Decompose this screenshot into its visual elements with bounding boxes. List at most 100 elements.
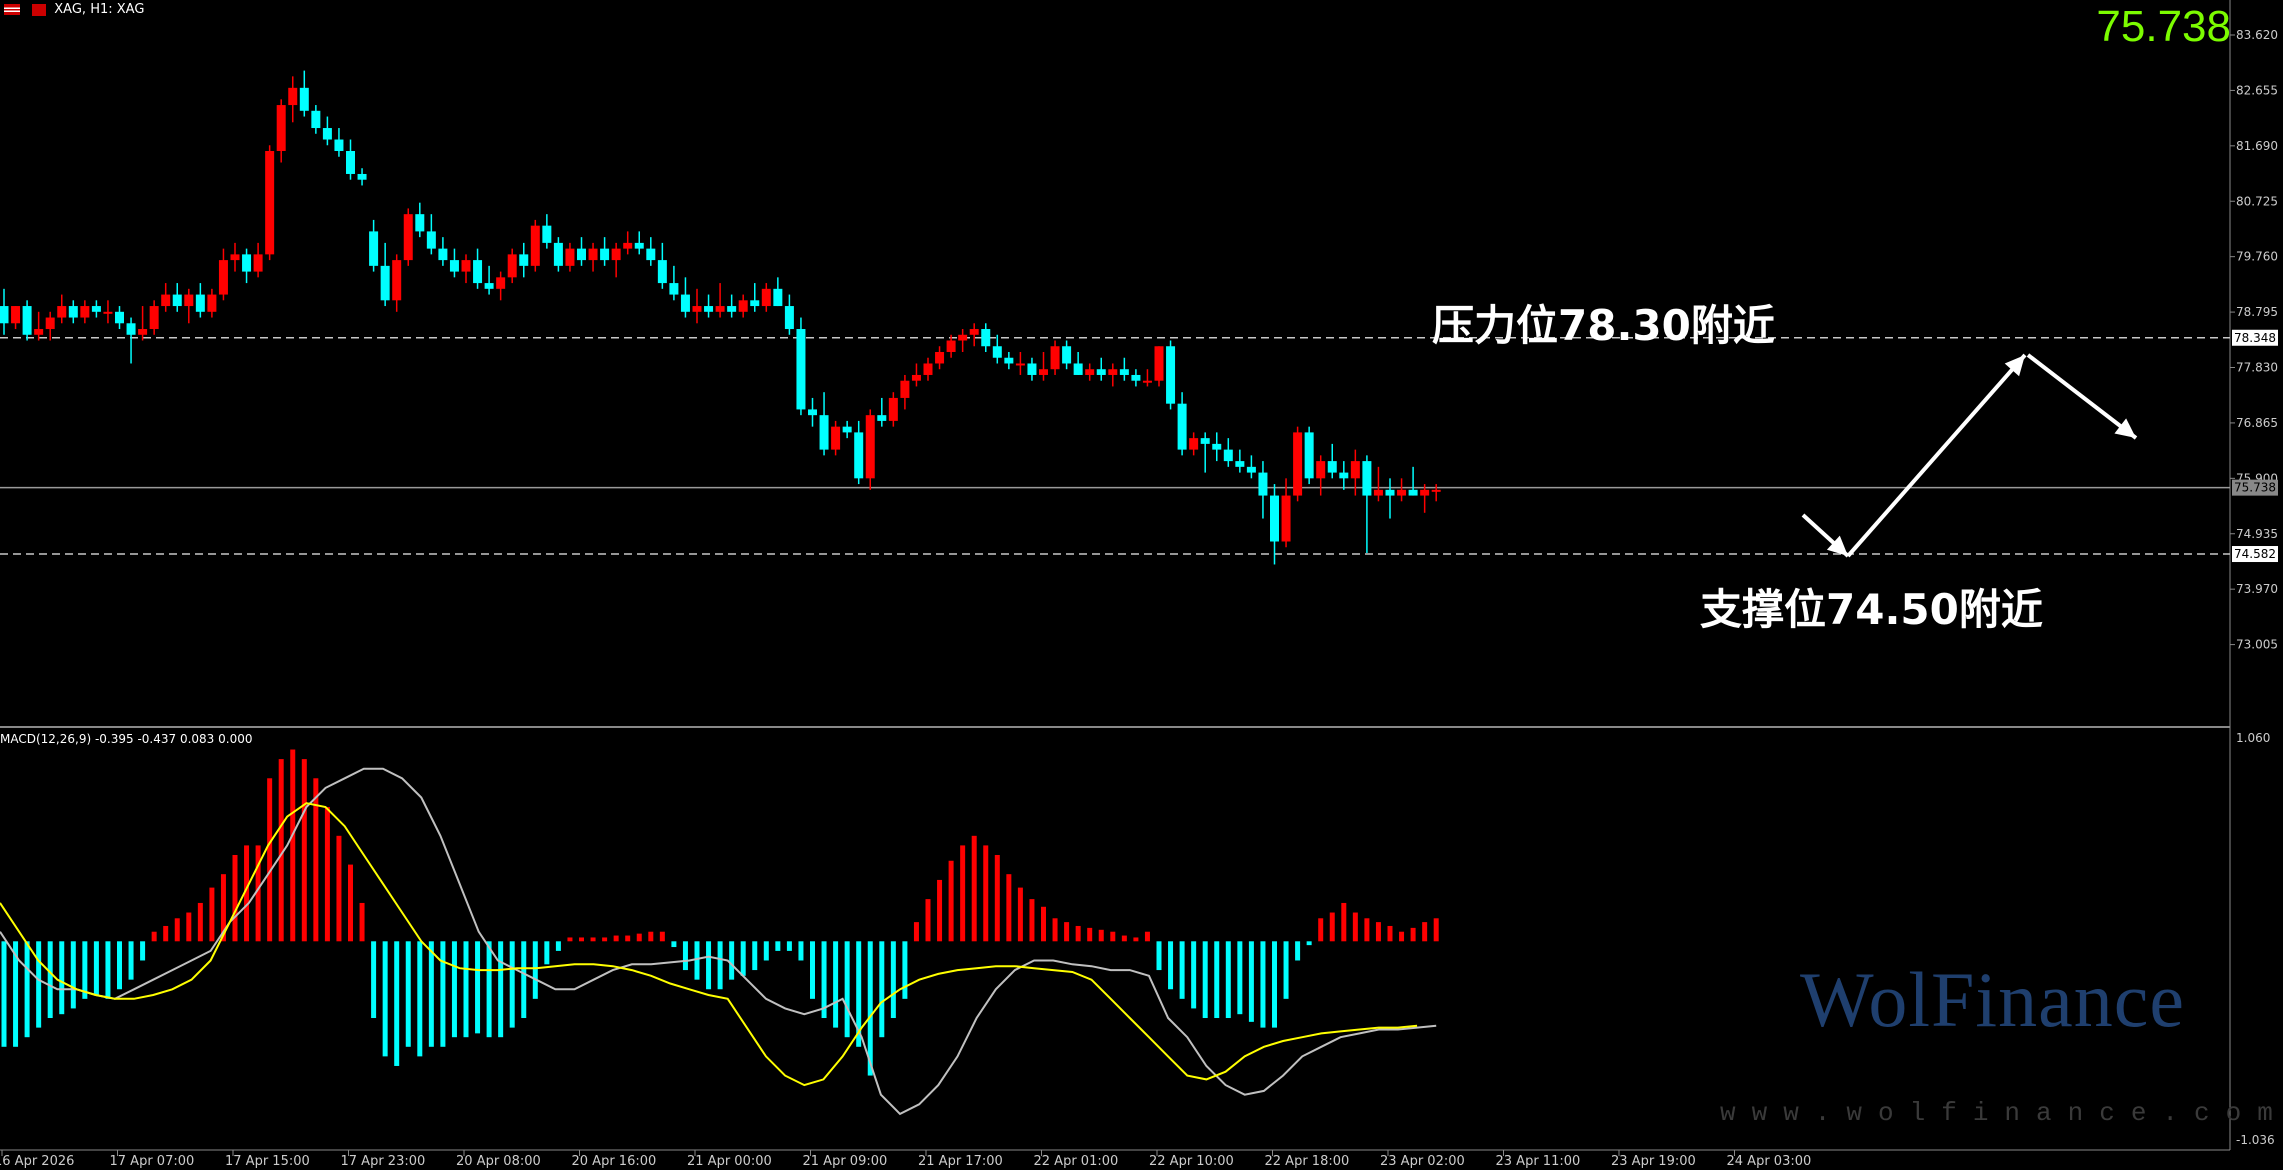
macd-bar	[913, 922, 919, 942]
candle-body	[1304, 432, 1314, 479]
time-tick-label: 20 Apr 08:00	[456, 1154, 541, 1169]
candle-body	[1039, 369, 1048, 375]
macd-bar	[509, 941, 515, 1028]
candle-body	[57, 306, 67, 318]
macd-bar	[798, 941, 804, 961]
candle-body	[784, 306, 794, 330]
candle-body	[1373, 489, 1383, 496]
chart-header: XAG, H1: XAG	[4, 2, 144, 17]
macd-bar	[1225, 941, 1231, 1019]
candle-body	[819, 415, 829, 450]
macd-bar	[417, 941, 423, 1057]
candle-body	[1004, 357, 1014, 364]
macd-bar	[486, 941, 492, 1038]
candle-body	[634, 242, 644, 249]
price-tick-label: 80.725	[2236, 194, 2278, 208]
price-tick-label: 76.865	[2236, 416, 2278, 430]
candle-body	[1281, 495, 1291, 542]
candle-body	[1062, 346, 1072, 364]
macd-bar	[1075, 925, 1081, 942]
candle-body	[449, 260, 459, 272]
candle-body	[1189, 438, 1199, 450]
macd-bar	[579, 937, 584, 942]
macd-bar	[498, 941, 504, 1038]
macd-bar	[625, 935, 631, 942]
candle-body	[646, 248, 656, 261]
macd-bar	[163, 925, 169, 942]
candle-body	[669, 283, 679, 295]
watermark-brand: WolFinance	[1800, 956, 2185, 1043]
candle-body	[1212, 443, 1222, 450]
candle-body	[657, 260, 667, 284]
candle-body	[1420, 489, 1430, 496]
candle-body	[831, 426, 841, 450]
candle-body	[0, 306, 9, 324]
candle-body	[369, 231, 379, 266]
time-tick-label: 22 Apr 18:00	[1265, 1154, 1350, 1169]
macd-bar	[36, 941, 42, 1028]
macd-bar	[1006, 874, 1012, 942]
resistance-line-tag	[2232, 329, 2278, 346]
forecast-arrows	[1801, 353, 2138, 558]
candle-body	[311, 110, 321, 129]
macd-bar	[1272, 941, 1277, 1028]
candle-body	[1235, 461, 1245, 467]
macd-bar	[659, 931, 665, 942]
resistance-line-tag-label: 78.348	[2234, 331, 2276, 345]
macd-bar	[1098, 929, 1104, 942]
macd-bar	[336, 835, 342, 942]
macd-bar	[1260, 941, 1266, 1028]
candle-body	[992, 346, 1002, 358]
macd-bar	[879, 941, 885, 1038]
candle-body	[242, 254, 252, 272]
support-line-tag-label: 74.582	[2234, 547, 2276, 561]
macd-label: MACD(12,26,9) -0.395 -0.437 0.083 0.000	[0, 732, 253, 746]
macd-bar	[1179, 941, 1185, 999]
price-tick-label: 74.935	[2236, 527, 2278, 541]
candle-body	[519, 254, 529, 266]
time-tick-label: 23 Apr 11:00	[1496, 1154, 1581, 1169]
candle-body	[981, 329, 991, 347]
candle-body	[715, 306, 725, 312]
candle-body	[1270, 495, 1279, 542]
macd-bar	[1422, 922, 1428, 942]
candle-body	[415, 214, 425, 232]
macd-bar	[151, 931, 157, 942]
macd-bar	[324, 807, 330, 942]
price-tick-label: 77.830	[2236, 361, 2278, 375]
flag-icon	[4, 4, 20, 15]
current-price-tag	[2232, 479, 2278, 496]
candle-body	[438, 248, 448, 261]
arrow-down-2-head	[2114, 418, 2136, 438]
candle-body	[1350, 461, 1360, 479]
macd-bar	[1341, 902, 1347, 942]
time-tick-label: 21 Apr 00:00	[687, 1154, 772, 1169]
candles	[0, 70, 1441, 565]
candle-body	[161, 294, 171, 307]
candle-body	[969, 329, 979, 335]
macd-bar	[706, 941, 712, 990]
macd-bar	[1133, 937, 1139, 942]
candle-body	[426, 231, 436, 249]
macd-bar	[1352, 912, 1358, 942]
candle-body	[1200, 438, 1210, 444]
macd-bar	[186, 912, 192, 942]
candle-body	[1015, 363, 1025, 366]
macd-bar	[47, 941, 53, 1019]
candle-body	[1119, 369, 1129, 375]
candle-body	[600, 248, 610, 261]
candle-body	[138, 329, 148, 335]
candle-body	[403, 214, 413, 261]
macd-bar	[925, 899, 931, 942]
candle-body	[854, 432, 864, 479]
macd-bar	[394, 941, 400, 1066]
macd-bar	[1295, 941, 1301, 961]
candle-body	[611, 248, 621, 261]
candle-body	[553, 242, 563, 266]
price-tick-label: 73.970	[2236, 582, 2278, 596]
candle-body	[184, 294, 194, 307]
candle-body	[1073, 363, 1083, 375]
candle-body	[1096, 369, 1106, 375]
chart-type-icon[interactable]	[32, 3, 47, 16]
